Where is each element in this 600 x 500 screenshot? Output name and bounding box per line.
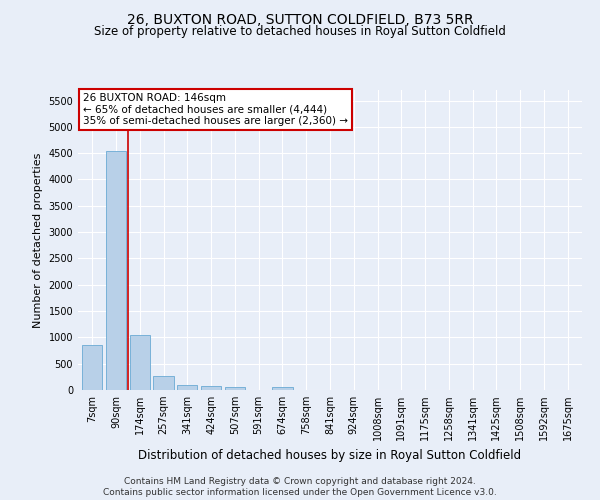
Bar [272,388,293,390]
Bar [225,388,245,390]
Bar [201,386,221,390]
Bar [177,386,197,390]
Bar [106,150,126,390]
Bar [130,334,150,390]
Text: 26, BUXTON ROAD, SUTTON COLDFIELD, B73 5RR: 26, BUXTON ROAD, SUTTON COLDFIELD, B73 5… [127,12,473,26]
Text: Contains HM Land Registry data © Crown copyright and database right 2024.
Contai: Contains HM Land Registry data © Crown c… [103,478,497,497]
X-axis label: Distribution of detached houses by size in Royal Sutton Coldfield: Distribution of detached houses by size … [139,448,521,462]
Text: 26 BUXTON ROAD: 146sqm
← 65% of detached houses are smaller (4,444)
35% of semi-: 26 BUXTON ROAD: 146sqm ← 65% of detached… [83,93,348,126]
Bar [82,346,103,390]
Bar [154,376,173,390]
Text: Size of property relative to detached houses in Royal Sutton Coldfield: Size of property relative to detached ho… [94,25,506,38]
Y-axis label: Number of detached properties: Number of detached properties [33,152,43,328]
